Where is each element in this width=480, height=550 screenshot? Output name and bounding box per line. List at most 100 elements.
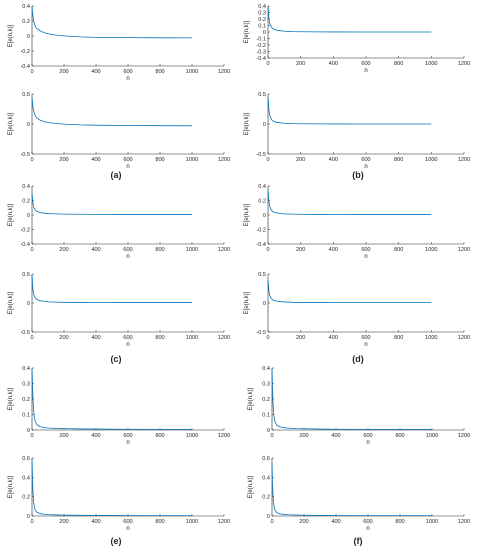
subplot-f-top-y-tick-label: 0: [267, 428, 270, 434]
subplot-d-top-y-axis-label: E[e(n,k)]: [244, 203, 250, 226]
subplot-b-top-x-tick-label: 600: [361, 61, 370, 67]
subplot-c-bottom-series-line: [31, 273, 192, 303]
subplot-c-bottom-y-axis-label: E[e(n,k)]: [8, 291, 14, 314]
subplot-c-bottom-x-tick-label: 1000: [186, 335, 198, 341]
subplot-b-top-y-tick-label: -0.2: [256, 43, 266, 49]
subplot-a-bottom-y-axis-label: E[e(n,k)]: [8, 112, 14, 135]
subplot-c-top-x-tick-label: 1000: [186, 247, 198, 253]
subplot-b-top-x-tick-label: 400: [329, 61, 338, 67]
panel-label-b: (b): [352, 170, 364, 180]
subplot-a-top-x-tick-label: 400: [91, 69, 100, 75]
subplot-e-top-x-tick-label: 1200: [218, 433, 230, 439]
subplot-a-top-y-axis-label: E[e(n,k)]: [8, 24, 14, 47]
subplot-d-top-x-tick-label: 400: [329, 247, 338, 253]
subplot-f-bottom-y-tick-label: 0: [267, 514, 270, 520]
subplot-e-bottom-x-tick-label: 600: [123, 519, 132, 525]
subplot-b-top-y-axis-label: E[e(n,k)]: [244, 20, 250, 43]
subplot-a-top-x-tick-label: 1200: [218, 69, 230, 75]
subplot-e-top-y-tick-label: 0.2: [22, 397, 30, 403]
subplot-f-top-x-tick-label: 1200: [458, 433, 470, 439]
subplot-f-bottom-y-tick-label: 0.4: [262, 475, 270, 481]
subplot-b-bottom-y-tick-label: 0: [263, 122, 266, 128]
subplot-a-top-y-tick-label: -0.2: [20, 49, 30, 55]
subplot-e-bottom-y-tick-label: 0.2: [22, 495, 30, 501]
subplot-c-top-y-tick-label: -0.2: [20, 228, 30, 234]
subplot-d-top-x-tick-label: 0: [266, 247, 269, 253]
subplot-f-top-y-tick-label: 0.4: [262, 366, 270, 372]
subplot-f-bottom: 0 200 400 600 800 1000 1200 0 0.2 0.4 0.6 n E[e(n,k)…: [248, 456, 470, 532]
subplot-b-bottom-x-tick-label: 400: [329, 157, 338, 163]
subplot-b-bottom-x-tick-label: 800: [394, 157, 403, 163]
subplot-d-top-x-tick-label: 800: [394, 247, 403, 253]
subplot-d-top-series-line: [267, 189, 432, 215]
subplot-b-top-x-axis-label: n: [364, 68, 367, 74]
subplot-c-top-x-axis-label: n: [126, 254, 129, 260]
subplot-d-top-x-tick-label: 1000: [425, 247, 437, 253]
subplot-e-bottom-series-line: [31, 457, 192, 517]
subplot-f-top-x-tick-label: 1000: [426, 433, 438, 439]
subplot-a-top-y-tick-label: 0: [27, 34, 30, 40]
subplot-c-bottom-x-tick-label: 200: [59, 335, 68, 341]
subplot-e-top-y-axis-label: E[e(n,k)]: [8, 387, 14, 410]
subplot-d-top-y-tick-label: 0: [263, 213, 266, 219]
subplot-f-bottom-series-line: [271, 462, 432, 517]
subplot-a-top-y-tick-label: 0.2: [22, 19, 30, 25]
subplot-c-bottom-x-tick-label: 1200: [218, 335, 230, 341]
subplot-d-top-x-tick-label: 600: [361, 247, 370, 253]
subplot-d-top-x-axis-label: n: [364, 254, 367, 260]
subplot-e-top-y-tick-label: 0.3: [22, 382, 30, 388]
panel-label-c: (c): [111, 354, 122, 364]
subplot-a-bottom-x-tick-label: 200: [59, 157, 68, 163]
subplot-a-top-x-tick-label: 0: [30, 69, 33, 75]
subplot-f-bottom-x-axis-label: n: [366, 526, 369, 532]
subplots-layer: 0 200 400 600 800 1000 1200 -0.4 -0.2 0 0.2 0.4 n E[e…: [8, 4, 470, 532]
subplot-e-bottom-y-axis-label: E[e(n,k)]: [8, 475, 14, 498]
subplot-b-top-x-tick-label: 1000: [425, 61, 437, 67]
subplot-c-top-y-tick-label: -0.4: [20, 242, 30, 248]
subplot-f-top-x-tick-label: 200: [299, 433, 308, 439]
subplot-e-top-x-tick-label: 600: [123, 433, 132, 439]
subplot-e-bottom-x-tick-label: 800: [155, 519, 164, 525]
subplot-a-top: 0 200 400 600 800 1000 1200 -0.4 -0.2 0 0.2 0.4 n E[e…: [8, 4, 230, 82]
subplot-a-bottom-x-tick-label: 1000: [186, 157, 198, 163]
subplot-d-bottom-y-tick-label: -0.5: [256, 330, 266, 336]
panel-label-e: (e): [111, 536, 122, 546]
subplot-b-top-x-tick-label: 0: [266, 61, 269, 67]
subplot-b-top-y-tick-label: 0.4: [258, 4, 266, 10]
subplot-d-top-y-tick-label: -0.2: [256, 228, 266, 234]
subplot-a-bottom-y-tick-label: -0.5: [20, 152, 30, 158]
subplot-a-top-x-tick-label: 200: [59, 69, 68, 75]
subplot-f-top-x-tick-label: 0: [270, 433, 273, 439]
subplot-c-top-y-tick-label: 0: [27, 213, 30, 219]
panel-label-d: (d): [352, 354, 364, 364]
subplot-f-top: 0 200 400 600 800 1000 1200 0 0.1 0.2 0.3 0.4 n E[e(n…: [248, 366, 470, 446]
subplot-c-top-y-tick-label: 0.4: [22, 184, 30, 190]
subplot-f-top-x-tick-label: 600: [363, 433, 372, 439]
subplot-e-bottom: 0 200 400 600 800 1000 1200 0 0.2 0.4 0.6 n E[e(n,k)…: [8, 456, 230, 532]
subplot-e-top-y-tick-label: 0: [27, 428, 30, 434]
subplot-b-top-x-tick-label: 200: [296, 61, 305, 67]
subplot-a-top-series-line: [31, 5, 193, 39]
subplot-b-top: 0 200 400 600 800 1000 1200-0.4-0.3-0.2-0.100.…: [244, 4, 470, 74]
subplot-a-bottom: 0 200 400 600 800 1000 1200-0.500.5nE[e(n,k)]: [8, 92, 230, 170]
subplot-f-bottom-x-tick-label: 400: [331, 519, 340, 525]
subplot-c-bottom-x-tick-label: 600: [123, 335, 132, 341]
subplot-f-bottom-x-tick-label: 1000: [426, 519, 438, 525]
subplot-f-top-y-tick-label: 0.1: [262, 413, 270, 419]
subplot-d-bottom: 0 200 400 600 800 1000 1200-0.500.5nE[e(n,k)]: [244, 272, 470, 348]
subplot-f-top-y-tick-label: 0.3: [262, 382, 270, 388]
subplot-b-bottom-y-tick-label: -0.5: [256, 152, 266, 158]
subplot-d-top-x-tick-label: 1200: [458, 247, 470, 253]
subplot-d-bottom-x-tick-label: 200: [296, 335, 305, 341]
subplot-b-top-y-tick-label: -0.4: [256, 56, 266, 62]
panel-label-a: (a): [111, 170, 122, 180]
subplot-a-bottom-x-tick-label: 800: [155, 157, 164, 163]
subplot-b-bottom-x-tick-label: 1200: [458, 157, 470, 163]
subplot-e-top-series-line: [31, 367, 192, 430]
subplot-f-bottom-x-tick-label: 0: [270, 519, 273, 525]
subplot-d-bottom-x-tick-label: 1200: [458, 335, 470, 341]
subplot-d-bottom-x-tick-label: 1000: [425, 335, 437, 341]
subplot-f-bottom-y-tick-label: 0.6: [262, 456, 270, 462]
subplot-d-top-y-tick-label: -0.4: [256, 242, 266, 248]
subplot-c-bottom: 0 200 400 600 800 1000 1200-0.500.5nE[e(n,k)]: [8, 272, 230, 348]
